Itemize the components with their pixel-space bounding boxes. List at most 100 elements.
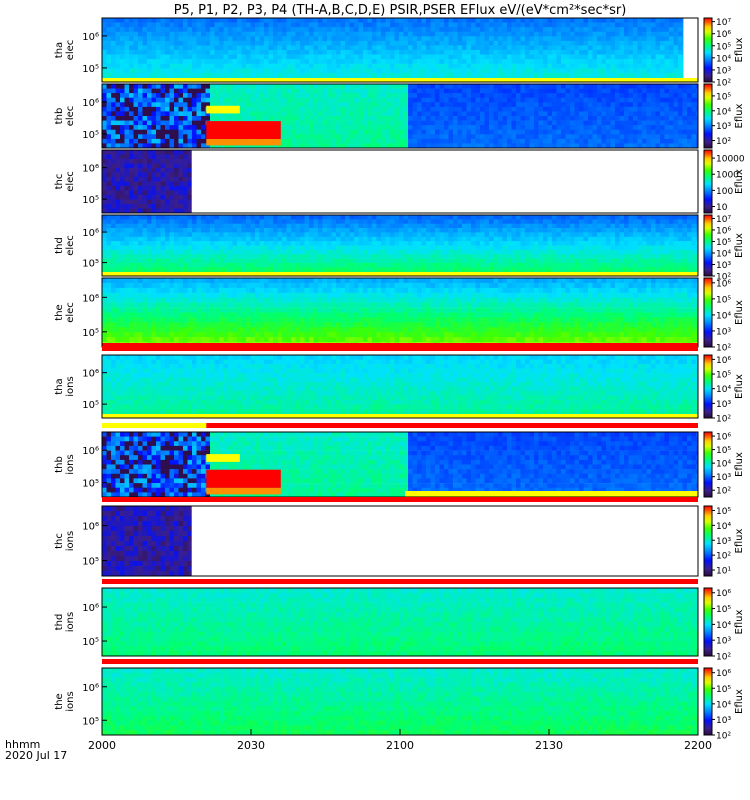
heatmap-cell — [597, 68, 602, 74]
heatmap-cell — [309, 125, 314, 130]
heatmap-cell — [183, 262, 188, 268]
heatmap-cell — [165, 84, 170, 89]
heatmap-cell — [205, 102, 211, 108]
heatmap-cell — [291, 40, 296, 46]
heatmap-cell — [345, 241, 350, 246]
heatmap-cell — [507, 143, 512, 149]
heatmap-cell — [349, 22, 355, 28]
heatmap-cell — [696, 93, 699, 98]
heatmap-cell — [367, 228, 373, 233]
heatmap-cell — [124, 40, 130, 46]
heatmap-cell — [111, 106, 116, 112]
heatmap-cell — [277, 116, 283, 121]
heatmap-cell — [120, 223, 125, 229]
heatmap-cell — [115, 186, 121, 191]
heatmap-cell — [624, 63, 629, 69]
heatmap-cell — [696, 111, 699, 117]
heatmap-cell — [363, 27, 368, 32]
heatmap-cell — [331, 125, 337, 130]
heatmap-cell — [696, 102, 699, 108]
heatmap-cell — [169, 267, 175, 272]
heatmap-cell — [619, 50, 625, 55]
heatmap-cell — [210, 27, 215, 32]
heatmap-cell — [282, 102, 287, 108]
heatmap-cell — [453, 84, 458, 89]
heatmap-cell — [583, 129, 589, 135]
heatmap-cell — [151, 22, 157, 28]
heatmap-cell — [552, 102, 557, 108]
heatmap-cell — [142, 120, 148, 126]
heatmap-cell — [178, 54, 184, 60]
heatmap-cell — [556, 116, 562, 121]
heatmap-cell — [142, 232, 148, 238]
heatmap-cell — [142, 258, 148, 264]
colorbar-scale — [703, 83, 713, 149]
heatmap-cell — [327, 84, 332, 89]
heatmap-cell — [264, 84, 269, 89]
heatmap-cell — [129, 18, 134, 23]
heatmap-cell — [318, 31, 323, 37]
heatmap-cell — [430, 134, 436, 140]
heatmap-cell — [660, 143, 665, 149]
heatmap-cell — [129, 228, 134, 233]
heatmap-cell — [304, 93, 310, 98]
heatmap-cell — [682, 97, 688, 103]
heatmap-cell — [507, 111, 512, 117]
heatmap-cell — [273, 249, 278, 255]
heatmap-cell — [574, 138, 580, 144]
heatmap-cell — [484, 120, 490, 126]
heatmap-cell — [151, 163, 157, 169]
heatmap-cell — [210, 228, 215, 233]
heatmap-cell — [444, 129, 449, 135]
heatmap-cell — [367, 68, 373, 74]
heatmap-cell — [390, 45, 395, 51]
heatmap-cell — [381, 254, 386, 259]
heatmap-cell — [124, 258, 130, 264]
heatmap-cell — [192, 215, 197, 220]
heatmap-cell — [556, 72, 562, 78]
heatmap-cell — [381, 143, 386, 149]
heatmap-cell — [196, 111, 202, 117]
heatmap-cell — [696, 138, 699, 144]
heatmap-cell — [588, 68, 593, 74]
heatmap-cell — [192, 93, 197, 98]
heatmap-cell — [493, 59, 499, 64]
heatmap-cell — [565, 93, 571, 98]
heatmap-cell — [525, 111, 530, 117]
heatmap-cell — [169, 111, 175, 117]
heatmap-cell — [210, 232, 215, 238]
heatmap-cell — [228, 31, 233, 37]
heatmap-cell — [340, 84, 346, 89]
heatmap-cell — [408, 18, 413, 23]
heatmap-cell — [147, 50, 152, 55]
heatmap-cell — [642, 18, 647, 23]
heatmap-cell — [124, 254, 130, 259]
heatmap-cell — [552, 36, 557, 42]
heatmap-cell — [246, 258, 251, 264]
heatmap-cell — [417, 22, 422, 28]
heatmap-cell — [124, 208, 130, 214]
heatmap-cell — [345, 18, 350, 23]
heatmap-cell — [327, 129, 332, 135]
heatmap-cell — [399, 143, 404, 149]
heatmap-cell — [502, 106, 508, 112]
heatmap-cell — [304, 219, 310, 225]
heatmap-cell — [687, 93, 692, 98]
heatmap-cell — [354, 143, 359, 149]
heatmap-cell — [304, 45, 310, 51]
heatmap-cell — [381, 262, 386, 268]
heatmap-cell — [376, 138, 382, 144]
heatmap-cell — [678, 134, 683, 140]
heatmap-cell — [403, 245, 409, 251]
heatmap-cell — [120, 27, 125, 32]
heatmap-cell — [408, 267, 413, 272]
heatmap-cell — [223, 219, 229, 225]
heatmap-cell — [219, 258, 224, 264]
heatmap-cell — [295, 27, 301, 32]
heatmap-cell — [678, 63, 683, 69]
heatmap-cell — [318, 27, 323, 32]
heatmap-cell — [399, 254, 404, 259]
heatmap-cell — [471, 54, 476, 60]
heatmap-cell — [318, 143, 323, 149]
heatmap-cell — [106, 97, 112, 103]
